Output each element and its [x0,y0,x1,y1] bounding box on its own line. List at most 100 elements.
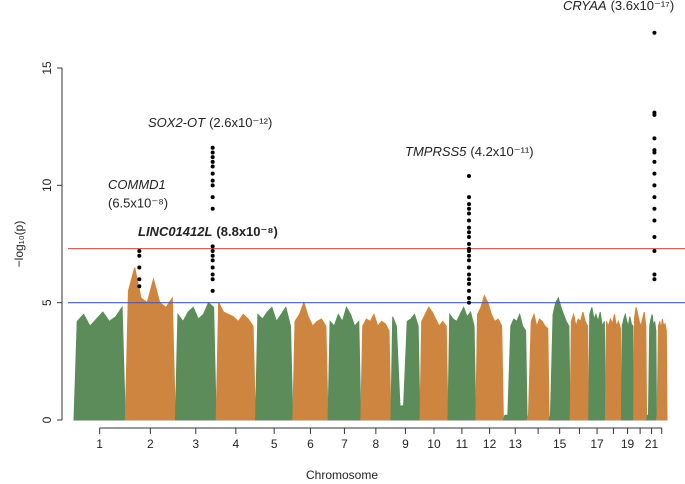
hit-point [210,145,215,150]
hit-point [466,211,471,216]
hit-point [652,195,657,200]
x-tick-label: 12 [483,437,497,451]
hit-point [652,272,657,277]
hit-point [210,178,215,183]
hit-point [466,300,471,305]
chromosome-area [655,319,668,421]
chromosome-area [174,301,217,421]
chromosome-area [526,312,550,421]
annotation: CRYAA (3.6x10⁻¹⁷) [563,0,674,13]
hit-point [466,206,471,211]
x-tick-label: 2 [147,437,154,451]
chromosome-area [419,306,449,421]
chromosome-area [588,307,606,421]
hit-point [210,253,215,258]
x-tick-label: 17 [590,437,604,451]
x-tick-label: 4 [233,437,240,451]
hit-point [652,112,657,117]
hit-point [466,173,471,178]
x-tick-label: 10 [427,437,441,451]
chromosome-area [327,306,362,421]
hit-point [466,253,471,258]
hit-point [466,234,471,239]
hit-point [466,225,471,230]
hit-point [210,249,215,254]
chromosome-area [390,313,421,421]
chromosome-area [475,294,504,421]
x-tick-label: 13 [509,437,523,451]
y-tick-label: 15 [40,61,54,75]
annotation-gene: TMPRSS5 [405,144,467,159]
hit-point [137,284,142,289]
hit-point [466,202,471,207]
x-tick-label: 6 [307,437,314,451]
chromosome-area [620,312,635,421]
chromosome-area [502,312,528,421]
hit-point [210,155,215,160]
hit-point [652,150,657,155]
hit-point [210,171,215,176]
hit-point [210,159,215,164]
hit-point [210,183,215,188]
chromosome-area [215,302,257,421]
hit-point [466,295,471,300]
hit-point [652,218,657,223]
hit-point [466,230,471,235]
hit-point [466,218,471,223]
hit-point [210,272,215,277]
annotation-p: (6.5x10⁻⁸) [108,195,168,210]
annotation: TMPRSS5 (4.2x10⁻¹¹) [405,144,534,159]
annotation: COMMD1 [108,177,166,192]
hit-point [210,164,215,169]
hit-point [652,234,657,239]
x-tick-label: 5 [271,437,278,451]
annotation-p: (2.6x10⁻¹²) [209,115,272,130]
annotation-gene: CRYAA [563,0,607,13]
hit-point [210,288,215,293]
x-tick-label: 19 [621,437,635,451]
chromosome-area [292,301,329,421]
hit-point [652,136,657,141]
annotation: SOX2-OT (2.6x10⁻¹²) [148,115,272,130]
chromosome-area [360,313,392,421]
y-tick-label: 10 [40,178,54,192]
hit-point [466,288,471,293]
x-tick-label: 1 [96,437,103,451]
chromosome-area [633,307,648,421]
x-tick-label: 7 [341,437,348,451]
hit-point [466,195,471,200]
chromosome-area [124,267,176,421]
hit-point [210,206,215,211]
chromosome-area [646,314,657,421]
annotation-gene: SOX2-OT [148,115,206,130]
chromosome-area [604,314,622,421]
x-tick-label: 11 [456,437,469,451]
hit-point [466,242,471,246]
y-tick-label: 0 [40,416,54,423]
x-tick-label: 8 [373,437,380,451]
annotation-gene: COMMD1 [108,177,166,192]
x-tick-label: 15 [553,437,567,451]
hit-point [652,277,657,282]
hit-point [137,249,142,254]
chromosome-area [548,296,571,421]
hit-point [652,206,657,211]
hit-point [466,249,471,254]
hit-point [210,195,215,200]
annotation-p: (3.6x10⁻¹⁷) [611,0,675,13]
hit-point [652,249,657,254]
annotation-gene: LINC01412L [138,224,212,239]
hit-point [652,183,657,188]
chromosome-area [447,306,477,421]
x-axis-label: Chromosome [306,468,378,482]
hit-point [466,265,471,270]
hit-point [466,277,471,282]
chromosome-area [569,311,590,421]
hit-point [652,30,657,35]
hit-point [652,171,657,176]
annotation-p: (8.8x10⁻⁸) [216,224,277,239]
annotation: LINC01412L (8.8x10⁻⁸) [138,224,278,239]
hit-point [466,272,471,277]
hit-point [652,159,657,164]
